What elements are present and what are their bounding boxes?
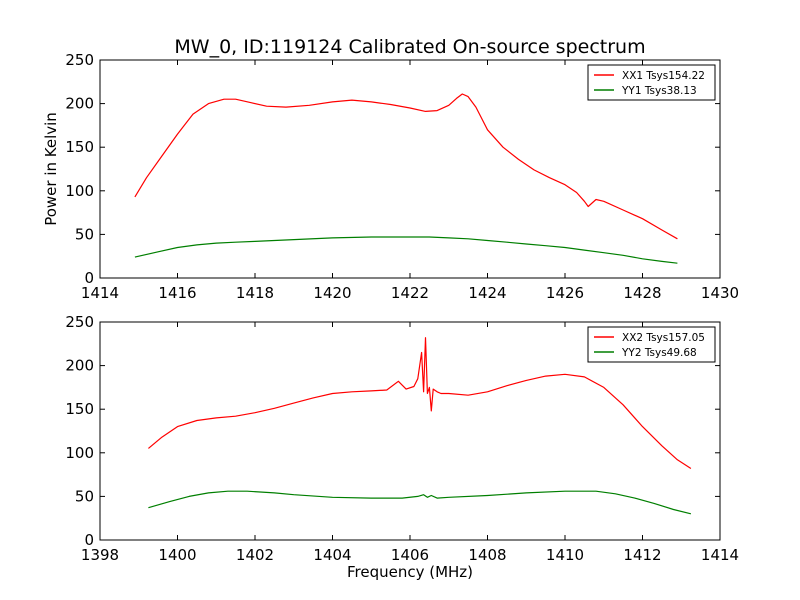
x-axis-title: Frequency (MHz) <box>347 563 473 581</box>
x-tick-label: 1428 <box>623 284 661 302</box>
y-tick-label: 200 <box>65 95 94 113</box>
legend-box <box>587 64 716 101</box>
top-panel: 1414 1416 1418 1420 1422 1424 1426 1428 1430 0 50 1… <box>65 51 739 302</box>
legend-entry: YY1 Tsys38.13 <box>621 85 697 97</box>
x-tick-label: 1420 <box>313 284 351 302</box>
y-tick-label: 250 <box>65 313 94 331</box>
x-tick-label: 1424 <box>468 284 506 302</box>
legend: XX2 Tsys157.05 YY2 Tsys49.68 <box>587 326 716 363</box>
y-tick-label: 150 <box>65 400 94 418</box>
x-tick-label: 1404 <box>313 546 351 564</box>
series-line-xx1 <box>134 93 678 240</box>
x-tick-label: 1412 <box>623 546 661 564</box>
legend-box <box>587 326 716 363</box>
x-tick-label: 1402 <box>236 546 274 564</box>
series-line-yy1 <box>134 236 678 264</box>
legend: XX1 Tsys154.22 YY1 Tsys38.13 <box>587 64 716 101</box>
legend-entry: YY2 Tsys49.68 <box>621 347 697 359</box>
x-tick-label: 1408 <box>468 546 506 564</box>
x-tick-label: 1410 <box>546 546 584 564</box>
legend-entry: XX2 Tsys157.05 <box>622 332 705 344</box>
x-tick-label: 1416 <box>158 284 196 302</box>
series-line-yy2 <box>148 490 692 515</box>
x-tick-label: 1414 <box>701 546 739 564</box>
legend-entry: XX1 Tsys154.22 <box>622 70 705 82</box>
y-tick-label: 50 <box>75 225 94 243</box>
y-tick-label: 0 <box>84 269 94 287</box>
y-axis-title: Power in Kelvin <box>42 112 60 226</box>
bottom-panel: 1398 1400 1402 1404 1406 1408 1410 1412 1414 0 50 1… <box>65 313 739 564</box>
x-tick-label: 1398 <box>81 546 119 564</box>
series-line-xx2 <box>148 337 692 470</box>
y-tick-label: 200 <box>65 357 94 375</box>
y-tick-label: 250 <box>65 51 94 69</box>
x-tick-label: 1400 <box>158 546 196 564</box>
y-tick-label: 0 <box>84 531 94 549</box>
y-tick-label: 100 <box>65 182 94 200</box>
chart-title: MW_0, ID:119124 Calibrated On-source spe… <box>174 36 645 58</box>
y-tick-label: 100 <box>65 444 94 462</box>
x-tick-label: 1414 <box>81 284 119 302</box>
x-tick-label: 1430 <box>701 284 739 302</box>
y-tick-label: 150 <box>65 138 94 156</box>
x-tick-label: 1422 <box>391 284 429 302</box>
y-tick-label: 50 <box>75 487 94 505</box>
x-tick-label: 1406 <box>391 546 429 564</box>
x-tick-label: 1418 <box>236 284 274 302</box>
x-tick-label: 1426 <box>546 284 584 302</box>
